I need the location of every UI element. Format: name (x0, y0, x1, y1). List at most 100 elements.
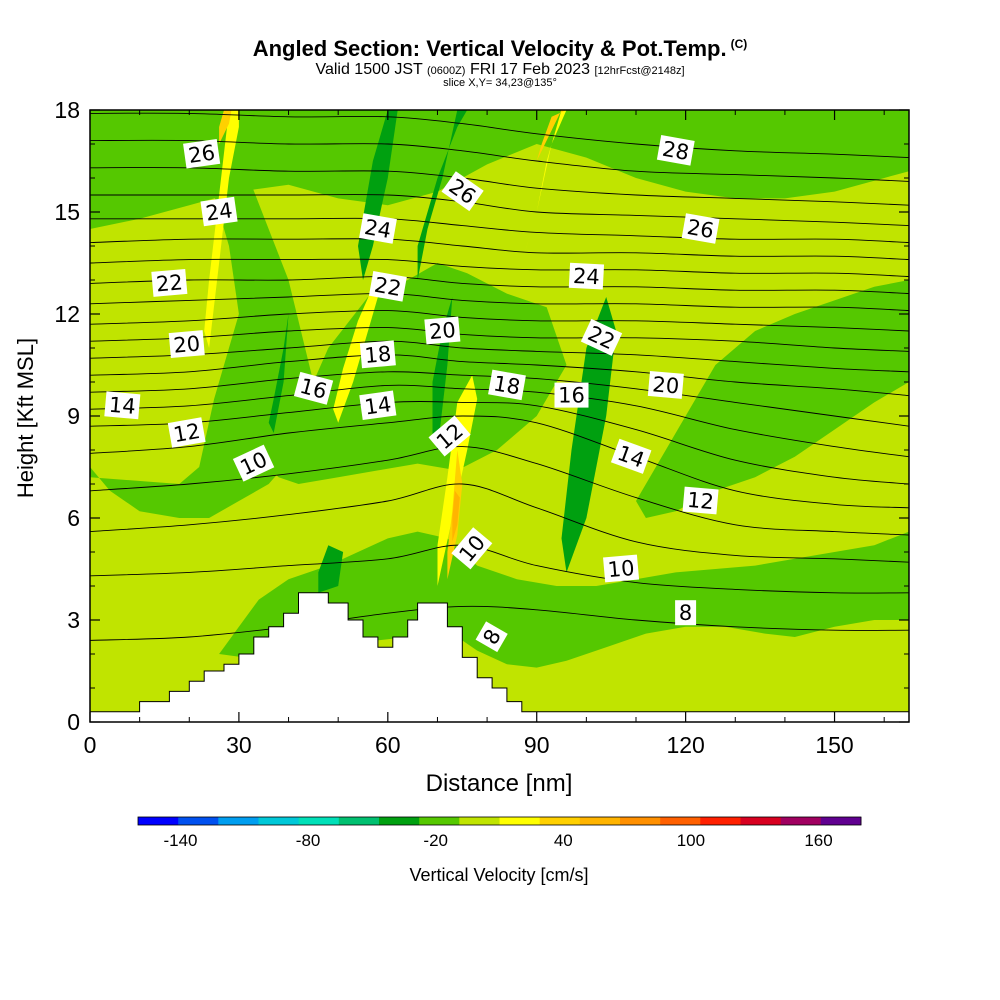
y-tick-label: 3 (67, 607, 80, 633)
isentrope-25 (90, 194, 909, 227)
y-axis-label: Height [Kft MSL] (13, 338, 38, 498)
contour-label-text: 24 (204, 198, 234, 225)
contour-label-text: 18 (364, 342, 393, 368)
colorbar-swatch (620, 817, 661, 825)
isentrope-11 (90, 446, 909, 536)
contour-label-text: 16 (558, 384, 585, 408)
contour-label-box (104, 391, 141, 420)
contour-label-22: 22 (368, 271, 407, 302)
isentrope-27 (90, 139, 909, 182)
contour-label-box (647, 370, 684, 399)
x-axis-label: Distance [nm] (426, 770, 573, 797)
contour-label-box (167, 417, 206, 448)
contour-label-box (451, 527, 493, 570)
contour-label-20: 20 (424, 316, 461, 345)
colorbar-tick-label: 160 (804, 831, 832, 850)
contour-label-text: 18 (492, 371, 522, 399)
isentrope-16 (90, 354, 909, 397)
colorbar-swatch (138, 817, 179, 825)
terrain (90, 592, 909, 722)
isentrope-17 (90, 340, 909, 373)
colorbar-swatch (660, 817, 701, 825)
isentrope-23 (90, 238, 909, 261)
contour-label-text: 20 (172, 331, 201, 357)
velocity-region-11 (318, 545, 344, 593)
contour-label-8: 8 (475, 621, 508, 653)
contour-label-8: 8 (675, 600, 697, 626)
colorbar-swatch (258, 817, 300, 825)
colorbar-tick-label: -140 (163, 831, 197, 850)
velocity-region-18 (219, 110, 232, 144)
contour-label-26: 26 (183, 138, 221, 169)
x-tick-label: 60 (375, 732, 401, 758)
colorbar-swatch (820, 817, 862, 825)
velocity-region-15 (521, 110, 567, 263)
x-tick-label: 150 (815, 732, 853, 758)
y-tick-label: 18 (54, 97, 80, 123)
isentrope-20 (90, 293, 909, 312)
colorbar-swatch (178, 817, 219, 825)
contour-label-box (656, 135, 695, 166)
contour-label-box (675, 600, 697, 626)
valid-time-line: Valid 1500 JST (0600Z) FRI 17 Feb 2023 [… (0, 61, 1000, 79)
colorbar-frame (137, 816, 862, 826)
contour-label-14: 14 (610, 438, 652, 474)
colorbar: -140 -80 -20 40 100 160 (137, 816, 862, 850)
contour-label-14: 14 (104, 391, 141, 420)
contour-label-text: 14 (363, 392, 393, 419)
contour-label-box (232, 444, 275, 482)
contour-label-box (200, 196, 238, 227)
contour-label-26: 26 (681, 213, 720, 244)
colorbar-swatch (579, 817, 621, 825)
velocity-region-9 (561, 297, 617, 573)
y-tick-label: 6 (67, 505, 80, 531)
colorbar-tick-label: -80 (296, 831, 321, 850)
contour-label-box (424, 316, 461, 345)
valid-prefix: Valid 1500 JST (315, 61, 423, 78)
velocity-region-4 (268, 263, 567, 484)
slice-info: slice X,Y= 34,23@135° (443, 77, 557, 89)
isentrope-22 (90, 258, 909, 278)
contour-label-box (580, 318, 623, 356)
colorbar-swatch (459, 817, 500, 825)
colorbar-swatch (780, 817, 822, 825)
contour-label-20: 20 (168, 330, 205, 359)
contour-label-text: 26 (187, 140, 217, 167)
axes: 0 30 60 90 120 150 0 3 6 9 12 15 18 (54, 97, 909, 758)
contour-label-box (475, 621, 508, 653)
velocity-region-19 (452, 490, 460, 542)
colorbar-label: Vertical Velocity [cm/s] (409, 865, 588, 885)
contour-label-18: 18 (488, 369, 526, 401)
contour-label-18: 18 (359, 340, 396, 369)
contour-label-text: 8 (679, 601, 692, 625)
contour-label-16: 16 (554, 382, 589, 408)
contour-label-box (682, 486, 719, 515)
x-tick-label: 30 (226, 732, 252, 758)
contour-label-box (488, 369, 526, 401)
x-tick-label: 90 (524, 732, 550, 758)
velocity-region-17 (536, 110, 567, 161)
isentrope-26 (90, 167, 909, 206)
isentrope-19 (90, 310, 909, 332)
colorbar-swatch (379, 817, 420, 825)
contour-label-box (359, 340, 396, 369)
contour-label-box (554, 382, 589, 408)
contour-label-22: 22 (151, 268, 188, 297)
colorbar-swatch (499, 817, 541, 825)
isentrope-18 (90, 327, 909, 352)
colorbar-tick-label: 40 (554, 831, 573, 850)
contour-label-box (151, 268, 188, 297)
colorbar-swatch (298, 817, 340, 825)
contour-label-12: 12 (167, 417, 206, 448)
contour-label-box (168, 330, 205, 359)
contour-label-box (183, 138, 221, 169)
chart-title-text: Angled Section: Vertical Velocity & Pot.… (252, 36, 727, 61)
velocity-region-2 (219, 531, 909, 668)
isentrope-28 (90, 112, 909, 159)
contour-label-12: 12 (682, 486, 719, 515)
contour-label-text: 28 (660, 137, 690, 165)
colorbar-swatch (218, 817, 259, 825)
contour-label-24: 24 (568, 262, 605, 290)
contour-label-text: 22 (373, 273, 403, 301)
contour-label-box (681, 213, 720, 244)
